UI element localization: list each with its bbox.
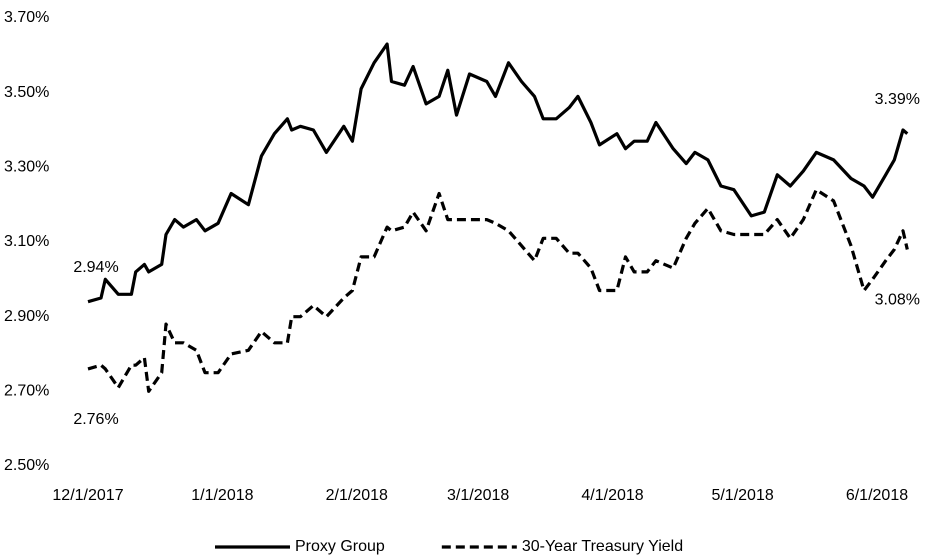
x-tick-label: 6/1/2018 — [846, 487, 908, 504]
y-tick-label: 2.70% — [4, 383, 49, 400]
data-label: 3.08% — [875, 292, 920, 309]
x-tick-label: 5/1/2018 — [711, 487, 773, 504]
legend-label: Proxy Group — [295, 538, 385, 555]
x-tick-label: 2/1/2018 — [326, 487, 388, 504]
y-tick-label: 3.30% — [4, 159, 49, 176]
x-tick-label: 1/1/2018 — [191, 487, 253, 504]
data-label: 2.94% — [73, 259, 118, 276]
x-tick-label: 4/1/2018 — [581, 487, 643, 504]
series-line — [87, 42, 909, 304]
y-tick-label: 3.10% — [4, 233, 49, 250]
data-label: 2.76% — [73, 411, 118, 428]
x-tick-label: 3/1/2018 — [447, 487, 509, 504]
data-label: 3.39% — [875, 91, 920, 108]
y-tick-label: 3.70% — [4, 9, 49, 26]
legend-label: 30-Year Treasury Yield — [522, 538, 683, 555]
y-tick-label: 3.50% — [4, 84, 49, 101]
series-line — [87, 188, 909, 393]
y-tick-label: 2.50% — [4, 457, 49, 474]
x-tick-label: 12/1/2017 — [52, 487, 123, 504]
y-tick-label: 2.90% — [4, 308, 49, 325]
